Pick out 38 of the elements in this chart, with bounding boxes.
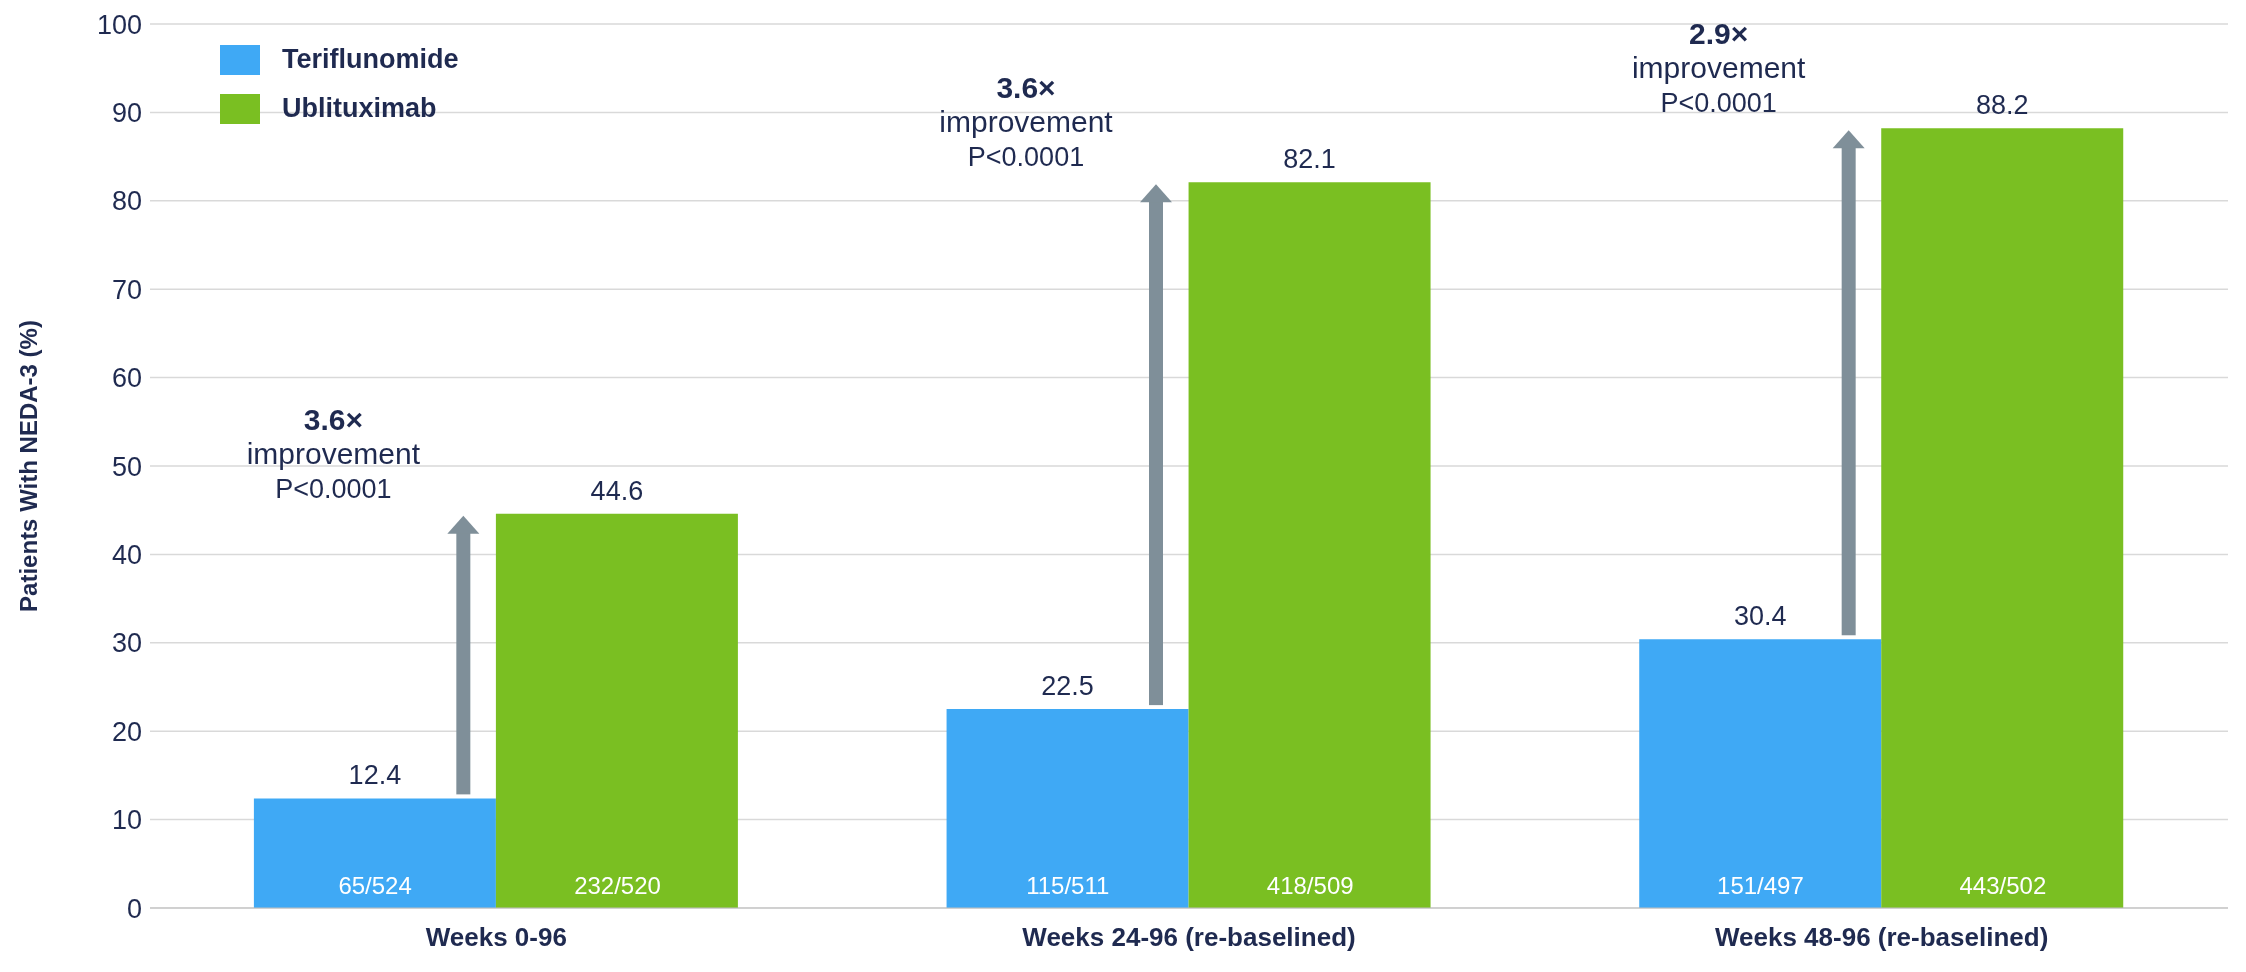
annotation: 2.9× improvement P<0.0001 — [1631, 17, 1807, 119]
y-axis-title: Patients With NEDA-3 (%) — [14, 320, 42, 612]
y-tick-label: 90 — [111, 97, 142, 128]
y-tick-label: 30 — [111, 628, 142, 659]
annotation: 232/520 — [574, 872, 661, 899]
annotation: 65/524 — [338, 872, 412, 899]
data-label: 44.6 — [590, 475, 644, 506]
bar — [495, 513, 738, 908]
annotation: 151/497 — [1717, 872, 1804, 899]
annotation: 115/511 — [1026, 872, 1110, 899]
x-tick-label: Weeks 24-96 (re-baselined) — [1022, 922, 1356, 953]
y-tick-label: 0 — [126, 893, 142, 924]
x-tick-label: Weeks 0-96 — [425, 922, 567, 953]
data-label: 22.5 — [1041, 671, 1094, 702]
y-tick-label: 80 — [111, 186, 142, 217]
y-tick-label: 60 — [111, 363, 142, 394]
y-tick-label: 10 — [111, 805, 142, 836]
y-tick-label: 70 — [111, 274, 142, 305]
data-label: 82.1 — [1283, 144, 1336, 175]
legend-label: Ublituximab — [282, 93, 437, 124]
annotation: 3.6× improvement P<0.0001 — [939, 71, 1114, 173]
annotation: 443/502 — [1959, 872, 2047, 899]
y-tick-label: 100 — [96, 9, 142, 40]
bar — [946, 709, 1189, 908]
annotation: 3.6× improvement P<0.0001 — [246, 402, 421, 504]
bar — [1639, 639, 1882, 908]
bar — [253, 798, 496, 908]
bar — [1881, 128, 2124, 908]
data-label: 12.4 — [348, 760, 402, 791]
x-tick-label: Weeks 48-96 (re-baselined) — [1714, 922, 2049, 953]
data-label: 30.4 — [1733, 601, 1787, 632]
y-tick-label: 40 — [111, 539, 142, 570]
y-tick-label: 50 — [111, 451, 142, 482]
bar — [1188, 182, 1431, 908]
legend-label: Teriflunomide — [282, 44, 459, 75]
annotation: 418/509 — [1266, 872, 1354, 899]
data-label: 88.2 — [1975, 90, 2029, 121]
y-tick-label: 20 — [111, 716, 142, 747]
